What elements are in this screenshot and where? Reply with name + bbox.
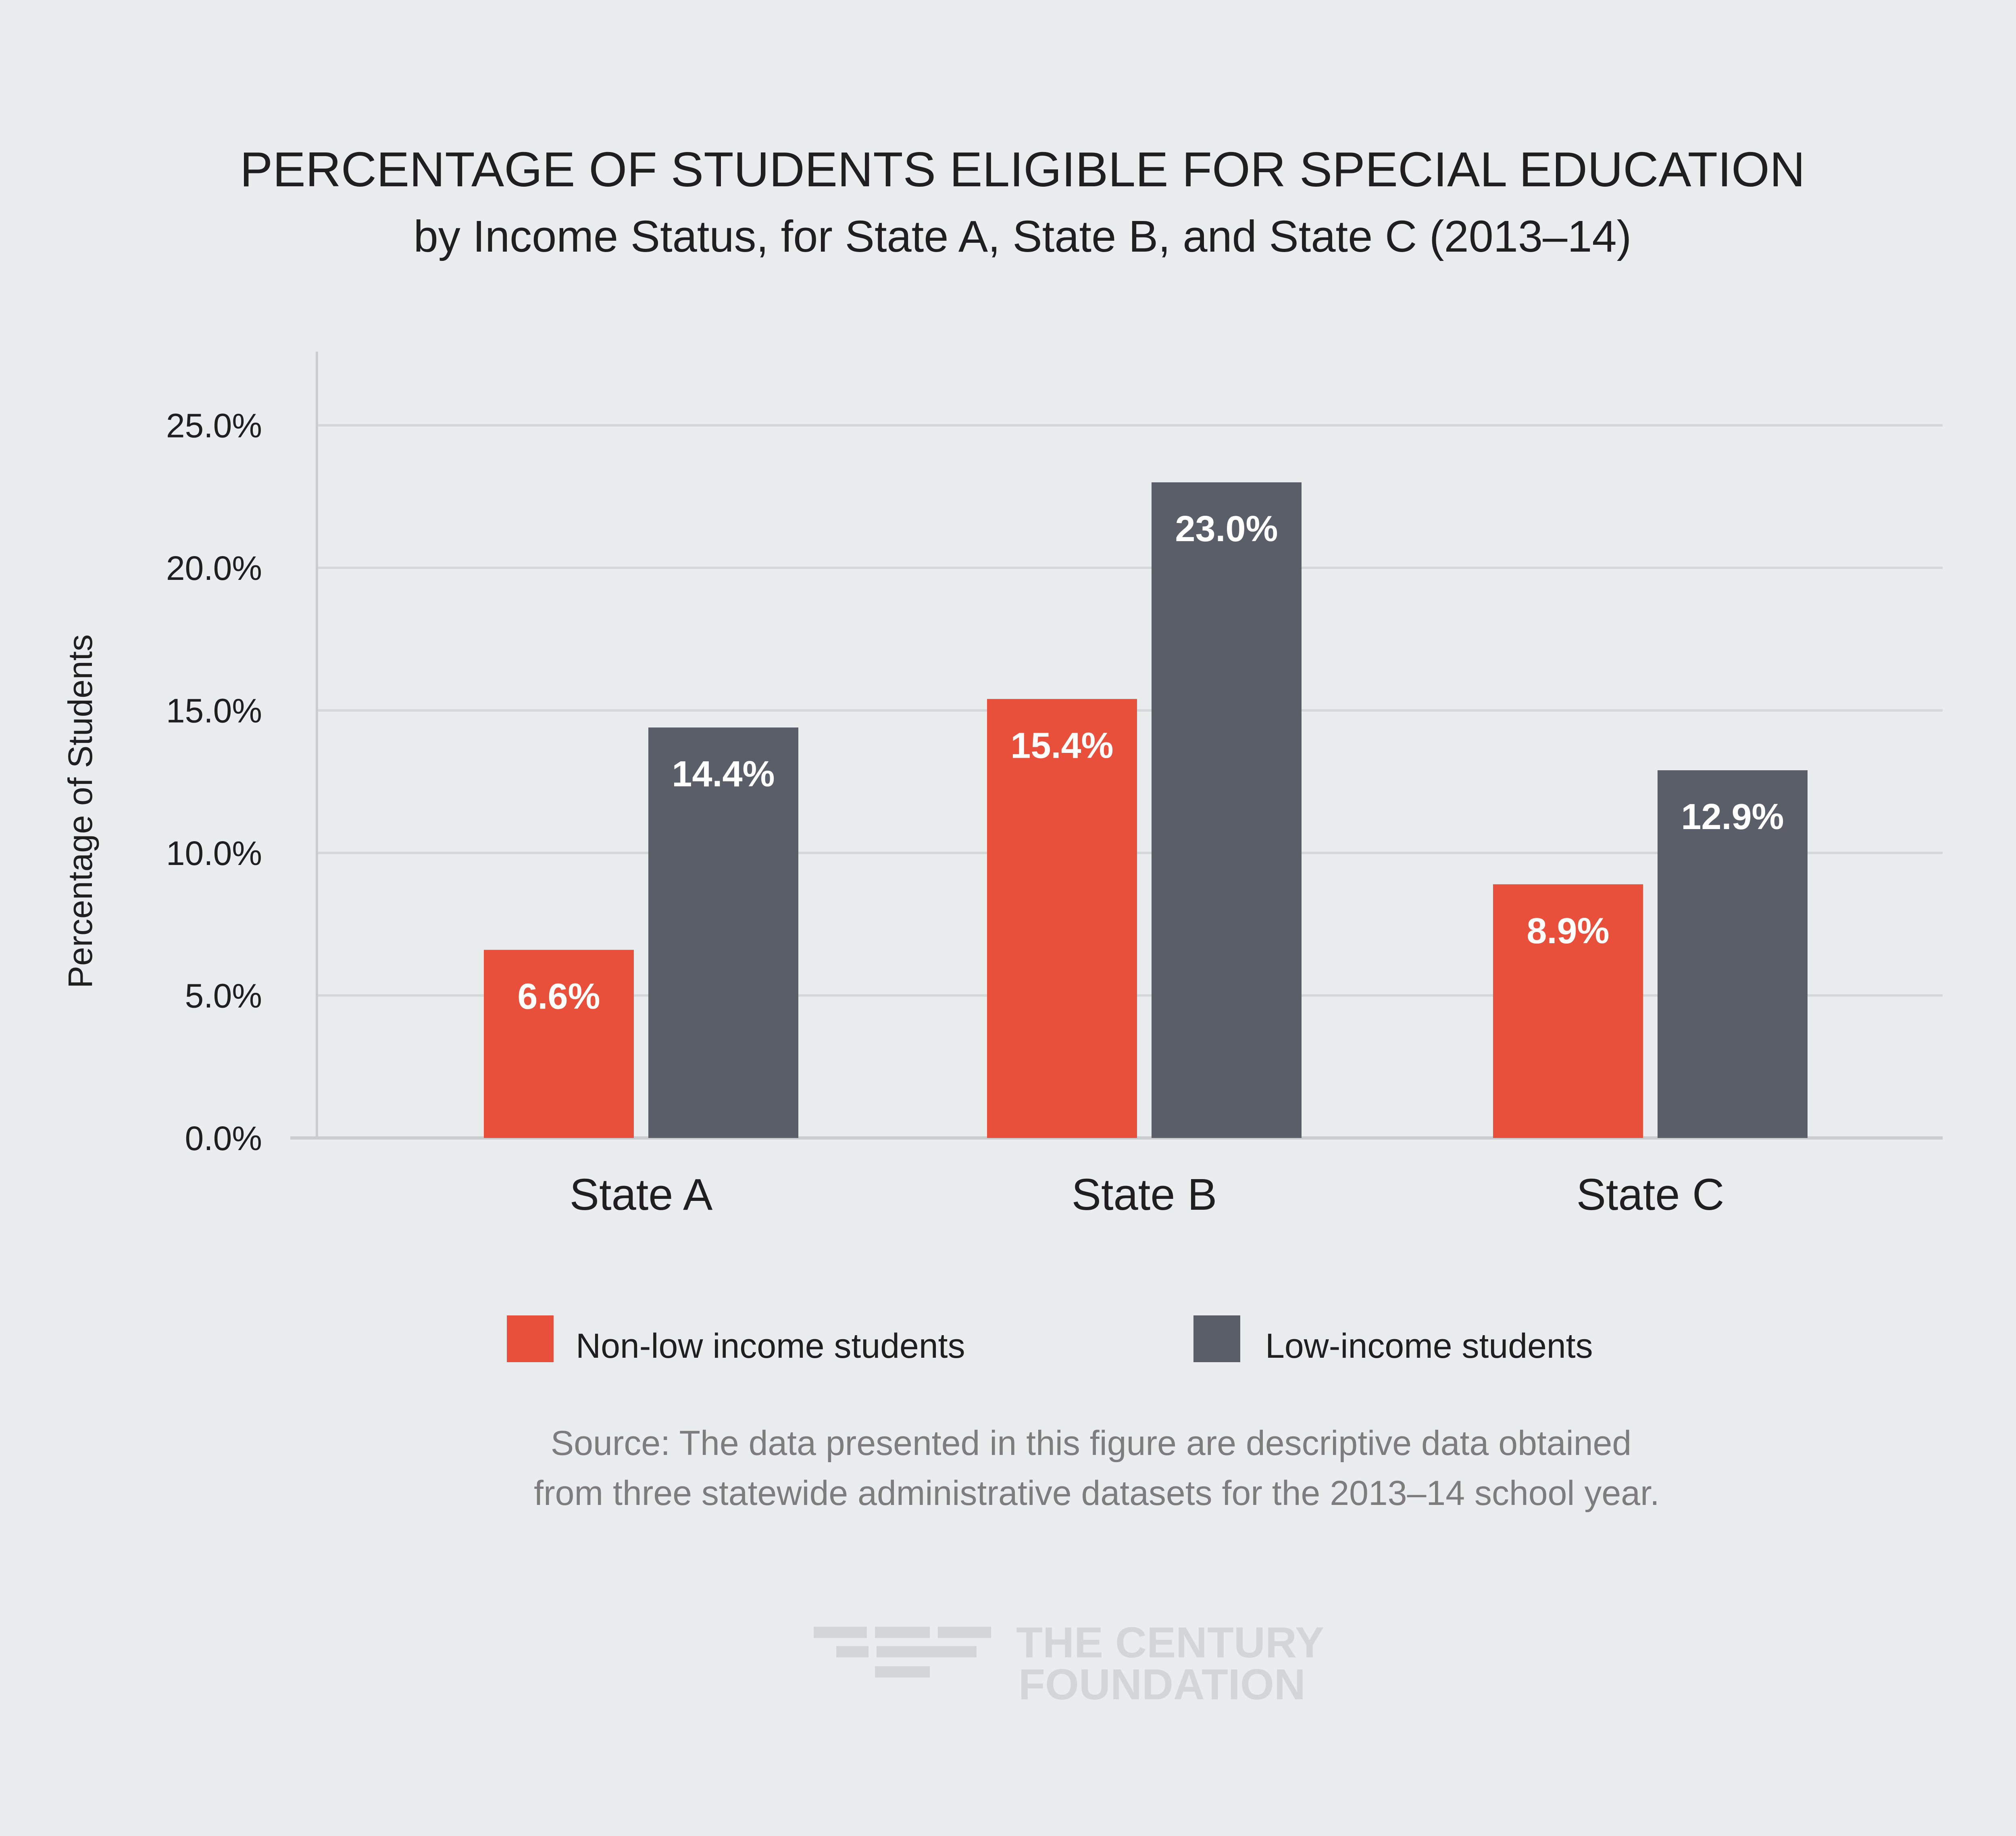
century-foundation-logo: THE CENTURY FOUNDATION: [814, 1618, 1324, 1709]
category-label: State C: [1577, 1170, 1724, 1219]
logo-text-line-1: THE CENTURY: [1016, 1618, 1324, 1667]
chart-subtitle: by Income Status, for State A, State B, …: [414, 212, 1632, 261]
y-tick-label: 20.0%: [166, 549, 262, 587]
y-tick-label: 25.0%: [166, 407, 262, 445]
bar-value-label: 14.4%: [672, 754, 775, 794]
category-label: State B: [1072, 1170, 1217, 1219]
y-tick-labels: 0.0% 5.0% 10.0% 15.0% 20.0% 25.0%: [166, 407, 262, 1157]
legend-label-low-income: Low-income students: [1265, 1327, 1593, 1365]
legend-swatch-non-low-income: [507, 1315, 554, 1362]
bar-value-label: 12.9%: [1681, 797, 1784, 837]
legend: Non-low income students Low-income stude…: [507, 1315, 1593, 1365]
y-axis-label: Percentage of Students: [61, 634, 99, 988]
y-tick-label: 5.0%: [185, 977, 262, 1015]
bars: [484, 482, 1808, 1138]
y-tick-label: 10.0%: [166, 834, 262, 872]
logo-mark-icon: [814, 1627, 991, 1678]
bar-non-low-income-state-b: [987, 699, 1137, 1138]
logo-text-line-2: FOUNDATION: [1018, 1660, 1306, 1709]
bar-value-label: 15.4%: [1010, 725, 1113, 766]
bar-low-income-state-a: [648, 727, 798, 1138]
category-label: State A: [570, 1170, 713, 1219]
bar-value-labels: 6.6% 14.4% 15.4% 23.0% 8.9% 12.9%: [517, 509, 1784, 1017]
bar-value-label: 6.6%: [517, 976, 600, 1017]
bar-non-low-income-state-a: [484, 950, 634, 1138]
bar-value-label: 23.0%: [1175, 509, 1278, 549]
bar-low-income-state-c: [1658, 770, 1808, 1138]
legend-swatch-low-income: [1193, 1315, 1240, 1362]
source-line-2: from three statewide administrative data…: [534, 1474, 1660, 1513]
category-labels: State A State B State C: [570, 1170, 1724, 1219]
source-line-1: Source: The data presented in this figur…: [551, 1424, 1631, 1463]
y-tick-label: 15.0%: [166, 692, 262, 730]
bar-non-low-income-state-c: [1493, 884, 1643, 1138]
legend-label-non-low-income: Non-low income students: [576, 1327, 965, 1365]
chart-title: PERCENTAGE OF STUDENTS ELIGIBLE FOR SPEC…: [240, 142, 1805, 197]
bar-low-income-state-b: [1152, 482, 1302, 1138]
y-tick-label: 0.0%: [185, 1119, 262, 1157]
bar-value-label: 8.9%: [1527, 911, 1609, 951]
